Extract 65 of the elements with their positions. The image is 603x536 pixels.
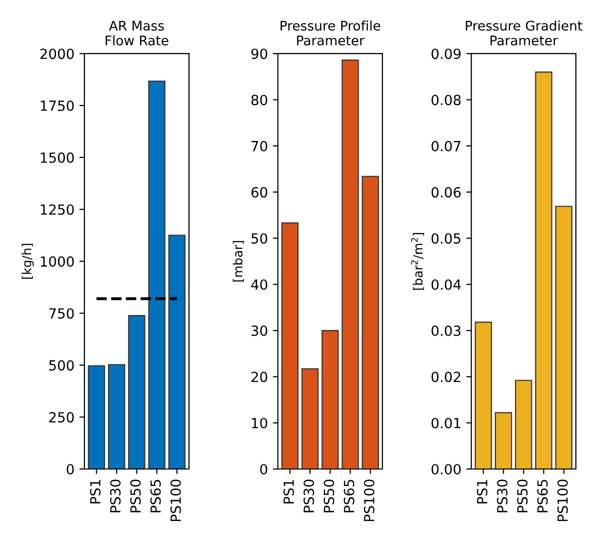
bar — [301, 368, 319, 469]
bar — [342, 60, 359, 469]
y-tick-label: 0.08 — [432, 94, 461, 106]
y-axis-title: [bar$^{2}$/m$^{2}$] — [411, 232, 424, 290]
x-tick-label: PS50 — [324, 480, 334, 512]
bar — [88, 365, 106, 469]
y-tick-label: 0.02 — [432, 372, 460, 382]
x-tick-label: PS30 — [110, 480, 121, 512]
x-tick-label: PS100 — [364, 480, 374, 522]
x-tick-label: PS30 — [304, 480, 314, 512]
y-tick-label: 1750 — [40, 100, 74, 111]
x-tick-label: PS1 — [283, 480, 294, 504]
y-tick-label: 0 — [260, 464, 268, 474]
bar — [514, 380, 532, 469]
y-tick-label: 1000 — [40, 256, 74, 267]
x-tick-label: PS50 — [517, 480, 528, 512]
bar — [494, 412, 512, 469]
chart-title: Pressure Profile Parameter — [280, 20, 380, 46]
chart-title: Pressure Gradient Parameter — [466, 20, 582, 46]
y-tick-label: 90 — [251, 48, 268, 60]
bar — [148, 80, 166, 469]
y-tick-label: 0.03 — [432, 326, 460, 336]
y-tick-label: 250 — [49, 412, 74, 423]
y-tick-label: 2000 — [40, 48, 74, 60]
bar — [555, 206, 572, 469]
y-tick-label: 750 — [49, 308, 74, 319]
y-tick-label: 20 — [251, 372, 268, 382]
y-tick-label: 0.06 — [432, 187, 461, 198]
y-tick-label: 70 — [252, 140, 268, 152]
y-axis-title: [kg/h] — [22, 244, 34, 279]
x-tick-label: PS65 — [150, 480, 161, 512]
y-tick-label: 0.07 — [432, 140, 460, 152]
x-tick-label: PS1 — [90, 480, 101, 504]
x-tick-label: PS1 — [476, 480, 488, 504]
y-tick-label: 40 — [251, 279, 268, 290]
x-tick-label: PS50 — [130, 480, 141, 512]
y-tick-label: 500 — [49, 360, 74, 371]
y-tick-label: 80 — [251, 94, 268, 106]
y-tick-label: 10 — [252, 418, 268, 428]
y-tick-label: 0 — [66, 464, 74, 474]
bar — [474, 322, 492, 469]
bar — [362, 176, 379, 469]
x-tick-label: PS100 — [170, 480, 181, 522]
x-tick-label: PS65 — [344, 480, 354, 512]
y-tick-label: 50 — [252, 233, 268, 244]
y-tick-label: 60 — [251, 187, 268, 198]
y-tick-label: 0.01 — [432, 418, 460, 428]
y-tick-label: 0.00 — [432, 464, 461, 474]
x-tick-label: PS65 — [537, 480, 548, 512]
bar — [535, 72, 552, 469]
x-tick-label: PS30 — [497, 480, 508, 512]
bar — [281, 222, 299, 469]
chart-title: AR Mass Flow Rate — [106, 20, 168, 46]
y-tick-label: 0.09 — [432, 48, 461, 60]
bar — [128, 314, 146, 469]
y-tick-label: 30 — [252, 326, 268, 336]
y-tick-label: 0.04 — [432, 279, 461, 290]
y-axis-title: [mbar] — [232, 241, 244, 282]
y-tick-label: 0.05 — [432, 233, 460, 244]
y-tick-label: 1500 — [40, 152, 74, 163]
x-tick-label: PS100 — [557, 480, 568, 522]
bar — [168, 234, 186, 469]
bar — [108, 364, 126, 469]
bar — [322, 330, 339, 469]
y-tick-label: 1250 — [40, 204, 74, 215]
